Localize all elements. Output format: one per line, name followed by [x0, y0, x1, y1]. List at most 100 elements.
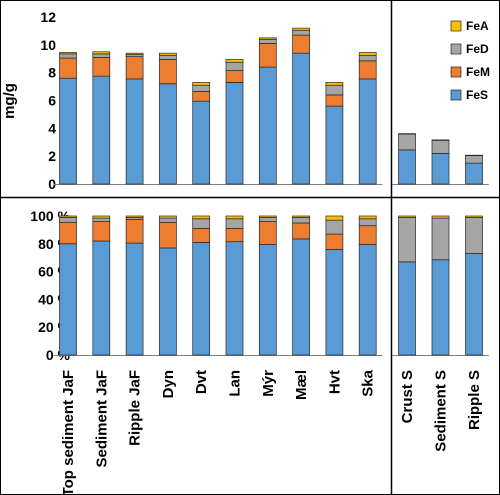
bar-fea-sediment-s — [431, 139, 450, 141]
legend-label-fes: FeS — [466, 88, 488, 102]
bar-fes-sediment-s — [431, 259, 450, 356]
bar-fes-lan — [225, 82, 244, 185]
y-axis-title: mg/g — [1, 83, 18, 119]
bar-fes-dyn — [159, 247, 177, 356]
bar-fea-ripple-jaf — [125, 215, 144, 218]
bar-fem-dvt — [192, 228, 211, 243]
bar-fea-ska — [358, 52, 377, 56]
bar-fem-ska — [358, 60, 377, 80]
bar-fem-top-sediment-jaf — [59, 221, 77, 245]
bar-fes-m-l — [292, 52, 310, 185]
bar-fem-dyn — [159, 221, 177, 249]
bar-fes-hvt — [325, 249, 344, 356]
bar-fes-dvt — [192, 242, 211, 356]
bar-fed-lan — [225, 61, 244, 71]
x-category-label: Ska — [360, 369, 377, 396]
legend-swatch-fes — [450, 89, 462, 101]
x-category-label: Dyn — [160, 370, 177, 398]
legend: FeA FeD FeM FeS — [450, 19, 490, 102]
bar-fed-hvt — [325, 84, 344, 96]
bar-fea-top-sediment-jaf — [59, 215, 77, 218]
bar-fed-ska — [358, 218, 377, 227]
legend-label-fea: FeA — [466, 19, 489, 33]
bar-fed-sediment-s — [431, 217, 450, 261]
x-category-label: Sediment JaF — [93, 370, 110, 468]
legend-swatch-fem — [450, 66, 462, 78]
bar-fed-ripple-s — [465, 217, 483, 254]
bar-fes-hvt — [325, 105, 344, 185]
bar-fed-dvt — [192, 84, 211, 92]
bar-fed-sediment-jaf — [92, 53, 111, 58]
bar-fed-m-r — [258, 217, 277, 222]
x-category-label: Sediment S — [433, 370, 450, 452]
bar-fed-dyn — [159, 217, 177, 223]
bar-fem-m-l — [292, 34, 310, 54]
bar-fes-ripple-jaf — [125, 242, 144, 356]
bar-fes-sediment-s — [431, 153, 450, 185]
bar-fea-top-sediment-jaf — [59, 52, 77, 55]
bar-fed-top-sediment-jaf — [59, 53, 77, 59]
x-category-label: Dvt — [193, 370, 210, 394]
bar-fem-top-sediment-jaf — [59, 57, 77, 79]
bar-fea-ska — [358, 215, 377, 220]
chart-panel-3: 0 %20 %40 %60 %80 %100 %Top sediment JaF… — [30, 208, 383, 495]
bar-fea-m-l — [292, 27, 310, 31]
bar-fes-m-l — [292, 238, 310, 356]
x-category-label: Mæl — [293, 370, 310, 400]
x-category-label: Lan — [227, 370, 244, 397]
bar-fea-ripple-jaf — [125, 52, 144, 55]
bar-fem-hvt — [325, 233, 344, 250]
bar-fea-ripple-s — [465, 154, 483, 157]
bar-fed-crust-s — [398, 133, 416, 151]
bar-fes-crust-s — [398, 261, 416, 356]
bar-fes-top-sediment-jaf — [59, 77, 77, 185]
bar-fem-dyn — [159, 59, 177, 85]
y-tick-label: 4 — [48, 120, 56, 136]
bar-fed-crust-s — [398, 217, 416, 263]
bar-fed-top-sediment-jaf — [59, 217, 77, 223]
legend-label-fed: FeD — [466, 42, 489, 56]
y-tick-label: 10 — [40, 37, 56, 53]
legend-swatch-fed — [450, 43, 462, 55]
bar-fea-dvt — [192, 215, 211, 220]
bar-fem-m-l — [292, 222, 310, 240]
bar-fea-hvt — [325, 82, 344, 86]
y-tick-label: 8 — [48, 65, 56, 81]
legend-swatch-fea — [450, 20, 462, 32]
bar-fes-ripple-jaf — [125, 78, 144, 185]
x-category-label: Crust S — [399, 370, 416, 423]
bar-fea-ripple-s — [465, 215, 483, 218]
bar-fed-lan — [225, 218, 244, 229]
bar-fes-lan — [225, 241, 244, 356]
bar-fea-m-r — [258, 37, 277, 40]
bar-fem-ripple-jaf — [125, 56, 144, 80]
bar-fes-m-r — [258, 244, 277, 356]
bar-fea-m-l — [292, 215, 310, 218]
x-category-label: Ripple JaF — [127, 370, 144, 446]
x-category-label: Top sediment JaF — [60, 370, 77, 495]
bar-fem-ripple-jaf — [125, 219, 144, 244]
bar-fea-lan — [225, 215, 244, 220]
bar-fem-lan — [225, 228, 244, 243]
x-category-label: Ripple S — [466, 370, 483, 430]
bar-fem-sediment-jaf — [92, 221, 111, 242]
bar-fea-sediment-jaf — [92, 51, 111, 55]
bar-fes-ska — [358, 78, 377, 185]
bar-fem-hvt — [325, 94, 344, 107]
bar-fes-ripple-s — [465, 162, 483, 185]
chart-panel-4: Crust S Sediment S Ripple S — [392, 215, 489, 452]
bar-fem-m-r — [258, 221, 277, 245]
y-tick-label: 2 — [48, 148, 56, 164]
bar-fes-dvt — [192, 100, 211, 185]
bar-fea-crust-s — [398, 215, 416, 218]
bar-fem-m-r — [258, 43, 277, 68]
y-tick-label: 6 — [48, 93, 56, 109]
bar-fed-dyn — [159, 54, 177, 60]
bar-fem-ska — [358, 225, 377, 245]
x-category-label: Hvt — [326, 370, 343, 394]
bar-fem-dvt — [192, 91, 211, 102]
bar-fed-m-r — [258, 38, 277, 44]
bar-fes-top-sediment-jaf — [59, 243, 77, 356]
